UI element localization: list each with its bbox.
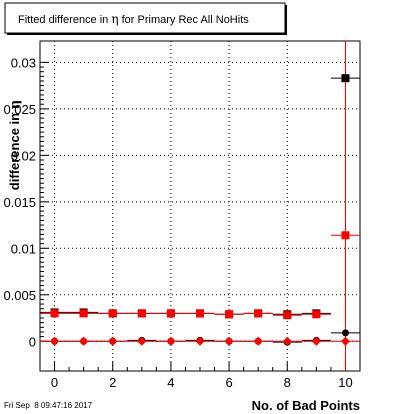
x-tick-label: 0	[51, 375, 58, 390]
series-1-point	[108, 309, 117, 318]
y-tick-label: 0.015	[3, 195, 36, 210]
y-tick-label: 0.03	[11, 55, 36, 70]
series-3-point	[311, 336, 321, 346]
x-tick-label: 8	[284, 375, 291, 390]
title-shadow-right	[285, 5, 287, 35]
series-1-point	[137, 309, 146, 318]
series-3-point	[50, 336, 60, 346]
x-axis-label: No. of Bad Points	[252, 398, 360, 413]
series-3-point	[195, 336, 205, 346]
series-1-point	[341, 231, 350, 240]
series-3-point	[137, 336, 147, 346]
series-1-point	[50, 309, 59, 318]
series-3-point	[282, 336, 292, 346]
x-tick-label: 6	[225, 375, 232, 390]
series-1-point	[312, 310, 321, 319]
series-3-point	[79, 336, 89, 346]
y-tick-label: 0.01	[11, 241, 36, 256]
series-3-point	[166, 336, 176, 346]
series-1-point	[79, 309, 88, 318]
x-tick-label: 4	[167, 375, 174, 390]
data-marks	[40, 41, 360, 371]
title-frame	[4, 2, 286, 34]
chart-title: Fitted difference in η for Primary Rec A…	[18, 12, 249, 26]
plot-frame	[39, 40, 361, 372]
series-1-point	[225, 310, 234, 319]
title-box: Fitted difference in η for Primary Rec A…	[4, 2, 287, 35]
series-1-point	[283, 311, 292, 320]
series-1-point	[196, 309, 204, 318]
x-tick-label: 10	[338, 375, 352, 390]
title-shadow-bottom	[7, 33, 287, 35]
series-2-point	[341, 329, 349, 337]
series-3-point	[253, 336, 263, 346]
series-3-point	[224, 336, 234, 346]
series-3-point	[108, 336, 118, 346]
y-tick-label: 0	[29, 334, 36, 349]
series-3-point	[340, 336, 350, 346]
series-1-point	[166, 309, 175, 318]
axes: 0 2 4 6 8 10 0 0.005 0.01 0.015 0.02 0.025 0.03	[3, 55, 352, 390]
x-tick-label: 2	[109, 375, 116, 390]
timestamp: Fri Sep 8 09:47:16 2017	[4, 401, 93, 410]
y-tick-label: 0.02	[11, 148, 36, 163]
series-0-point	[341, 74, 350, 83]
series-1-point	[254, 309, 263, 318]
y-tick-label: 0.005	[3, 288, 36, 303]
y-tick-label: 0.025	[3, 102, 36, 117]
grid	[40, 41, 360, 371]
y-axis-label: difference in η	[7, 100, 23, 190]
